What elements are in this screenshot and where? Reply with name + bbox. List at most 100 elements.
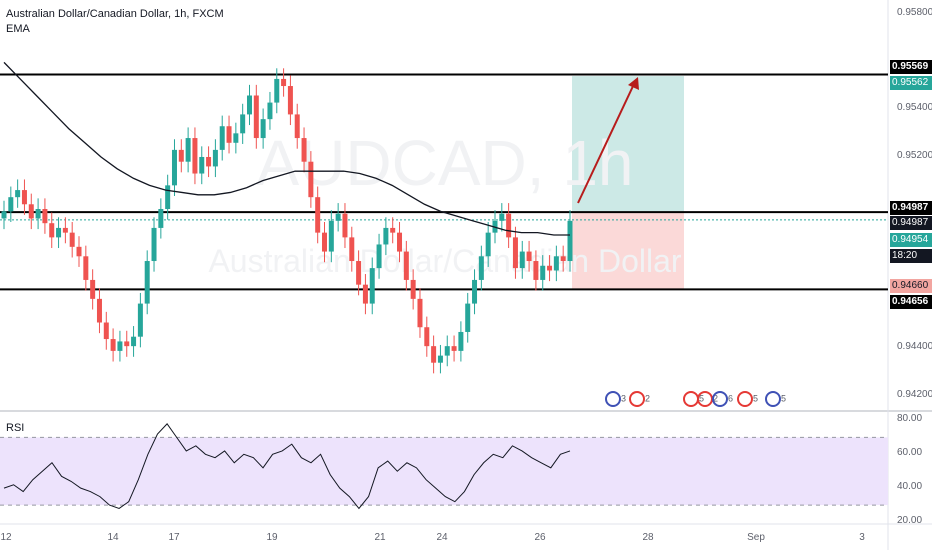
candle-body xyxy=(131,336,137,347)
price-axis-tag: 0.94660 xyxy=(890,279,932,293)
candle-body xyxy=(431,346,437,363)
candle-body xyxy=(478,256,484,280)
time-axis-tick: 28 xyxy=(642,532,654,543)
price-axis-tag: 0.94954 xyxy=(890,233,932,247)
time-axis-tick: Sep xyxy=(747,532,765,543)
candle-body xyxy=(35,209,41,219)
candle-body xyxy=(260,119,266,139)
candle-body xyxy=(362,284,368,304)
price-axis-tag: 0.95562 xyxy=(890,76,932,90)
event-count: 6 xyxy=(728,393,734,404)
economic-event-icon[interactable]: 3 xyxy=(605,391,626,407)
candle-body xyxy=(192,138,198,174)
price-axis-tag: 0.94656 xyxy=(890,295,932,309)
trade-arrow-head xyxy=(628,77,639,90)
candle-body xyxy=(158,209,164,228)
time-axis-tick: 12 xyxy=(0,532,12,543)
economic-event-icon[interactable]: 5 xyxy=(737,391,758,407)
time-axis-tick: 17 xyxy=(168,532,180,543)
candle-body xyxy=(42,209,48,224)
candle-body xyxy=(567,220,573,262)
time-axis-tick: 21 xyxy=(374,532,386,543)
candle-body xyxy=(28,204,34,219)
economic-event-icon[interactable]: 5 xyxy=(765,391,786,407)
candle-body xyxy=(560,256,566,262)
candle-body xyxy=(49,223,55,238)
candle-body xyxy=(294,114,300,139)
time-axis-tick: 19 xyxy=(266,532,278,543)
candle-body xyxy=(178,149,184,162)
time-axis-tick: 3 xyxy=(859,532,865,543)
flag-icon xyxy=(712,391,728,407)
candle-body xyxy=(281,78,287,87)
rsi-indicator-label[interactable]: RSI xyxy=(6,422,25,434)
candle-body xyxy=(171,149,177,186)
candle-body xyxy=(185,138,191,162)
rsi-axis-tick: 20.00 xyxy=(897,515,923,526)
rsi-axis-tick: 40.00 xyxy=(897,481,923,493)
candle-body xyxy=(403,251,409,280)
candle-body xyxy=(444,346,450,356)
symbol-title[interactable]: Australian Dollar/Canadian Dollar, 1h, F… xyxy=(6,8,224,20)
economic-event-icon[interactable]: 6 xyxy=(712,391,733,407)
candle-body xyxy=(21,190,27,205)
candle-body xyxy=(103,322,109,340)
price-axis-tag: 0.94987 xyxy=(890,216,932,230)
candle-body xyxy=(356,261,362,285)
candle-body xyxy=(151,227,157,262)
price-axis-tick: 0.94400 xyxy=(897,341,932,352)
candle-body xyxy=(233,133,239,143)
candle-body xyxy=(15,190,21,198)
stop-zone xyxy=(572,212,684,290)
event-count: 5 xyxy=(753,393,759,404)
candle-body xyxy=(219,126,225,150)
candle-body xyxy=(335,213,341,221)
candle-body xyxy=(8,197,14,212)
candle-body xyxy=(437,355,443,363)
candle-body xyxy=(253,95,259,139)
flag-icon xyxy=(697,391,713,407)
event-count: 3 xyxy=(621,393,627,404)
candle-body xyxy=(199,156,205,174)
candle-body xyxy=(110,339,116,351)
candle-body xyxy=(369,268,375,304)
candle-body xyxy=(287,86,293,115)
candle-body xyxy=(553,256,559,271)
candle-body xyxy=(547,265,553,271)
candle-body xyxy=(533,261,539,280)
candle-body xyxy=(206,156,212,167)
candle-body xyxy=(397,232,403,252)
candle-body xyxy=(451,346,457,351)
rsi-line xyxy=(3,423,571,510)
candle-body xyxy=(83,256,89,280)
watermark-name: Australian Dollar/Canadian Dollar xyxy=(208,243,681,279)
candle-body xyxy=(315,197,321,233)
price-axis-tick: 0.95200 xyxy=(897,150,932,161)
candle-body xyxy=(76,246,82,257)
rsi-axis-tick: 80.00 xyxy=(897,413,923,425)
candle-body xyxy=(274,78,280,103)
ema-line xyxy=(3,61,570,236)
candle-body xyxy=(376,244,382,269)
economic-event-icon[interactable]: 2 xyxy=(629,391,650,407)
candle-body xyxy=(540,265,546,280)
candle-body xyxy=(472,279,478,304)
candle-body xyxy=(301,138,307,162)
candle-body xyxy=(308,161,314,198)
time-axis-tick: 14 xyxy=(107,532,119,543)
time-axis-tick: 26 xyxy=(534,532,546,543)
candle-body xyxy=(117,341,123,351)
candle-body xyxy=(1,211,7,219)
candle-body xyxy=(90,279,96,299)
candle-body xyxy=(383,227,389,245)
candle-body xyxy=(506,213,512,238)
candle-body xyxy=(212,149,218,167)
candle-body xyxy=(328,220,334,252)
candle-body xyxy=(246,95,252,115)
event-count: 2 xyxy=(645,393,651,404)
candle-body xyxy=(390,227,396,233)
price-axis-tag: 0.94987 xyxy=(890,201,932,215)
ema-indicator-label[interactable]: EMA xyxy=(6,23,30,35)
candle-body xyxy=(499,213,505,221)
